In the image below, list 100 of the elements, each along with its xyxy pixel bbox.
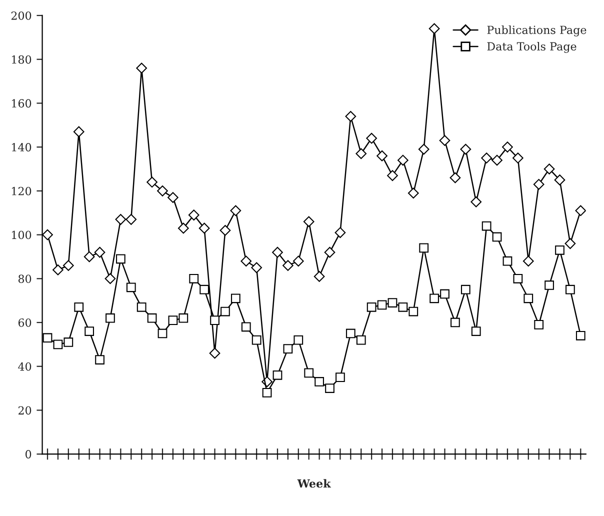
point [220,224,231,236]
point [482,221,492,231]
point [566,284,575,294]
y-tick-label: 160 [12,99,32,108]
point [502,142,513,152]
point [73,126,84,138]
point [168,192,178,203]
point [387,170,398,181]
point [366,302,376,312]
point [178,222,189,234]
point [95,355,104,364]
point [94,246,106,258]
point [513,274,523,284]
point [419,243,429,253]
point [178,313,188,323]
point [334,227,346,238]
point [345,110,356,122]
point [408,188,419,199]
point [42,229,53,240]
point [210,316,220,325]
point [576,330,586,340]
point [356,335,366,345]
point [52,264,64,276]
y-tick-label: 80 [18,274,32,284]
point [252,335,262,345]
point [115,214,126,225]
point [398,154,408,166]
point [64,338,74,347]
point [398,302,408,312]
point [324,246,336,258]
point [492,232,502,242]
point [241,322,251,332]
point [460,284,470,294]
point [146,176,158,188]
point [408,306,418,316]
point [430,294,439,304]
point [470,196,482,208]
point [377,300,387,310]
point [314,271,325,282]
point [418,144,430,155]
point [84,251,95,262]
point [314,377,324,386]
point [564,238,576,249]
point [126,282,136,292]
point [292,256,304,267]
point [116,254,126,264]
point [147,313,157,323]
point [136,302,146,312]
point [304,368,314,378]
point [126,214,137,225]
point [534,320,544,330]
point [471,326,481,336]
point [554,174,566,186]
point [262,388,272,398]
point [209,348,220,359]
x-axis-title: Week [297,479,331,488]
point [74,302,84,312]
point [303,216,314,228]
point [42,333,52,343]
point [106,313,115,323]
point [555,245,564,255]
point [336,372,345,382]
legend-label: Data Tools Page [487,42,576,53]
y-tick-label: 180 [12,55,32,64]
point [460,144,472,155]
point [168,316,178,325]
point [450,172,461,184]
legend-label: Publications Page [487,25,586,36]
y-tick-label: 120 [12,186,32,196]
point [294,335,304,345]
point [522,256,534,267]
y-tick-label: 60 [18,318,32,327]
point [481,152,492,164]
point [283,344,293,354]
y-tick-label: 20 [18,406,32,415]
point [512,152,524,164]
point [533,178,544,190]
y-tick-label: 200 [11,11,32,20]
point [502,256,512,266]
point [544,280,554,290]
point [136,62,148,74]
point [53,340,63,350]
point [282,260,294,271]
point [251,262,262,274]
point [544,164,555,174]
point [272,370,282,380]
point [104,273,116,284]
point [230,294,240,304]
point [188,210,200,220]
point [346,328,356,338]
point [440,289,450,299]
point [356,148,367,160]
point [158,328,168,338]
point [524,294,534,304]
point [428,23,440,34]
point [200,284,209,294]
point [575,205,586,216]
point [189,274,199,284]
y-tick-label: 0 [26,450,32,458]
point [450,318,460,328]
